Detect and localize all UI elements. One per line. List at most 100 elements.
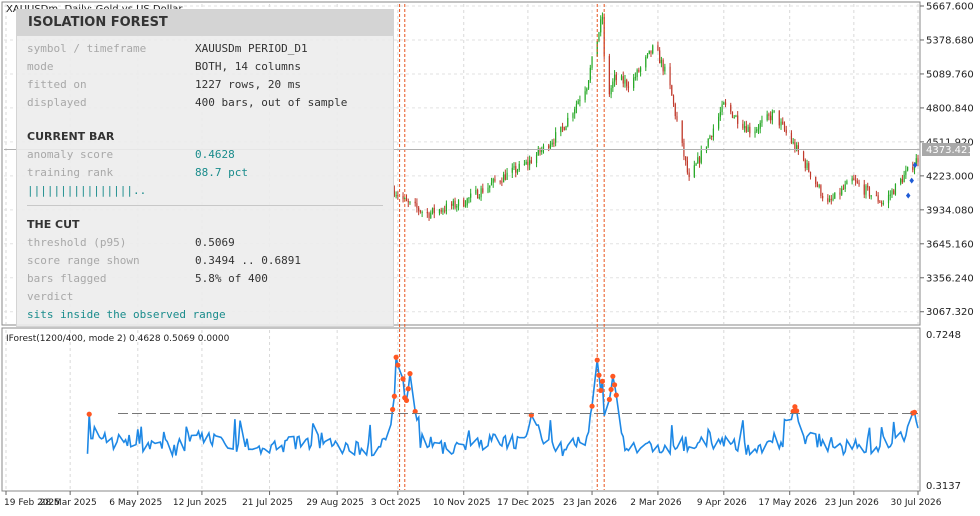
date-label: 9 Apr 2026	[697, 498, 747, 508]
anomaly-dot	[594, 357, 600, 363]
candle-body	[584, 91, 586, 100]
candle-body	[889, 194, 891, 196]
candle-body	[463, 199, 465, 207]
candle-body	[416, 203, 418, 208]
candle-body	[646, 53, 649, 57]
candle-body	[615, 74, 617, 80]
candle-body	[572, 113, 574, 118]
candle-body	[466, 198, 468, 206]
candle-body	[591, 56, 593, 68]
anomaly-dot	[606, 396, 612, 403]
anomaly-dot	[403, 397, 410, 404]
candle-body	[841, 188, 843, 195]
candle-body	[792, 142, 794, 144]
candle-body	[468, 197, 470, 199]
candle-body	[650, 50, 652, 54]
candle-body	[917, 158, 919, 163]
candle-body	[912, 166, 914, 170]
candle-body	[419, 210, 421, 213]
candle-body	[626, 80, 628, 87]
candle-body	[768, 114, 770, 116]
candle-body	[464, 205, 467, 207]
candle-body	[555, 132, 557, 143]
candle-body	[579, 99, 581, 102]
price-label: 3067.320	[926, 307, 974, 318]
anomaly-dot	[608, 386, 614, 393]
candle-body	[875, 195, 877, 197]
price-axis: 5667.600 5378.680 5089.760 4800.840 4511.920…	[920, 2, 974, 318]
candle-body	[846, 181, 848, 185]
candle-body	[887, 195, 890, 204]
candle-body	[761, 120, 763, 123]
indicator-axis-top: 0.7248	[926, 330, 961, 341]
candle-body	[771, 111, 773, 121]
candle-body	[685, 156, 687, 161]
anomaly-dot	[86, 411, 92, 417]
candle-body	[456, 206, 458, 208]
candle-body	[660, 60, 662, 64]
indicator-axis-bottom: 0.3137	[926, 481, 961, 492]
date-label: 10 Nov 2025	[433, 498, 491, 508]
candle-body	[433, 207, 435, 214]
candle-body	[719, 111, 721, 117]
candle-body	[414, 201, 416, 204]
candle-body	[506, 172, 508, 180]
candle-body	[672, 95, 675, 104]
candle-body	[525, 161, 527, 164]
candle-body	[693, 165, 695, 178]
anomaly-dot	[613, 392, 619, 398]
candle-body	[756, 129, 758, 132]
anomaly-dot	[407, 371, 413, 377]
candle-body	[676, 116, 678, 121]
panel-title: ISOLATION FOREST	[17, 10, 393, 36]
candle-body	[915, 158, 917, 166]
candle-body	[402, 195, 404, 200]
candle-body	[636, 69, 638, 78]
candle-body	[645, 56, 647, 68]
candle-body	[839, 192, 841, 195]
candle-body	[809, 171, 812, 178]
candle-body	[735, 115, 737, 117]
candle-body	[515, 166, 517, 173]
date-label: 3 Oct 2025	[371, 498, 421, 508]
candle-body	[503, 174, 505, 183]
candle-body	[397, 195, 399, 197]
candle-body	[539, 148, 541, 153]
candle-body	[705, 146, 708, 151]
candle-body	[428, 213, 430, 218]
candle-body	[438, 209, 441, 214]
date-label: 21 Jul 2025	[242, 498, 293, 508]
candle-body	[790, 132, 793, 143]
candle-body	[633, 77, 635, 89]
date-label: 19 Feb 2025	[4, 498, 60, 508]
price-label: 3645.160	[926, 239, 974, 250]
anomaly-dot	[599, 378, 606, 384]
candle-body	[404, 198, 406, 200]
candle-body	[638, 69, 640, 72]
anomaly-dot	[391, 393, 397, 399]
candle-body	[868, 187, 871, 197]
candle-body	[499, 181, 501, 183]
candle-body	[444, 210, 446, 212]
candle-body	[712, 128, 715, 137]
candle-body	[671, 85, 673, 96]
row-training-rank: training rank 88.7 pct	[27, 166, 248, 179]
candle-body	[724, 102, 727, 105]
price-label: 4223.000	[926, 171, 974, 182]
candle-body	[844, 184, 846, 189]
candle-body	[905, 170, 907, 175]
anomaly-dot	[405, 386, 411, 392]
candle-body	[601, 16, 604, 20]
candle-body	[870, 195, 872, 197]
candle-body	[494, 178, 496, 182]
candle-body	[737, 115, 739, 124]
candle-body	[478, 197, 480, 199]
candle-body	[770, 115, 772, 121]
candle-body	[797, 145, 799, 152]
candle-body	[778, 110, 780, 126]
candle-body	[586, 88, 588, 92]
candle-body	[822, 195, 824, 199]
candle-body	[639, 67, 642, 72]
date-label: 23 Jan 2026	[563, 498, 617, 508]
